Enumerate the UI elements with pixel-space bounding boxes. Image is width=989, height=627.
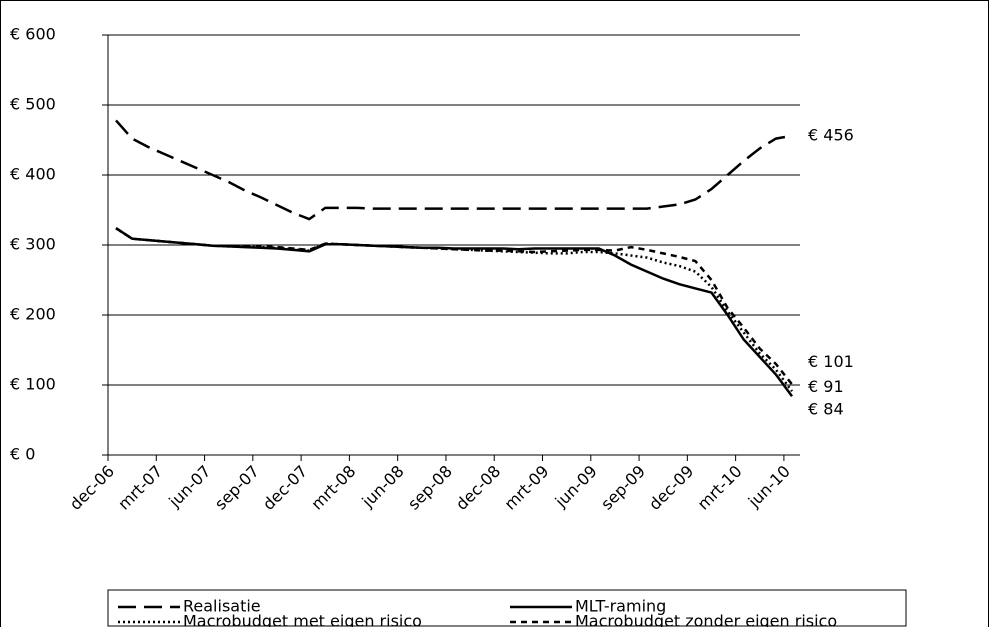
y-tick-label: € 300 — [10, 235, 56, 254]
data-label: € 84 — [808, 400, 844, 419]
data-label: € 101 — [808, 352, 854, 371]
legend-label: Realisatie — [183, 597, 261, 616]
legend-box — [107, 589, 907, 627]
series-line — [115, 227, 793, 386]
series-line — [115, 227, 794, 393]
data-label: € 456 — [808, 125, 854, 144]
y-tick-label: € 0 — [10, 445, 35, 464]
y-tick-label: € 200 — [10, 305, 56, 324]
y-tick-label: € 100 — [10, 375, 56, 394]
y-tick-label: € 500 — [10, 95, 56, 114]
legend-label: Macrobudget zonder eigen risico — [575, 612, 837, 627]
legend-label: Macrobudget met eigen risico — [183, 612, 422, 627]
y-tick-label: € 400 — [10, 165, 56, 184]
y-tick-label: € 600 — [10, 25, 56, 44]
data-label: € 91 — [808, 377, 844, 396]
series-line — [115, 119, 793, 221]
legend-label: MLT-raming — [575, 597, 666, 616]
